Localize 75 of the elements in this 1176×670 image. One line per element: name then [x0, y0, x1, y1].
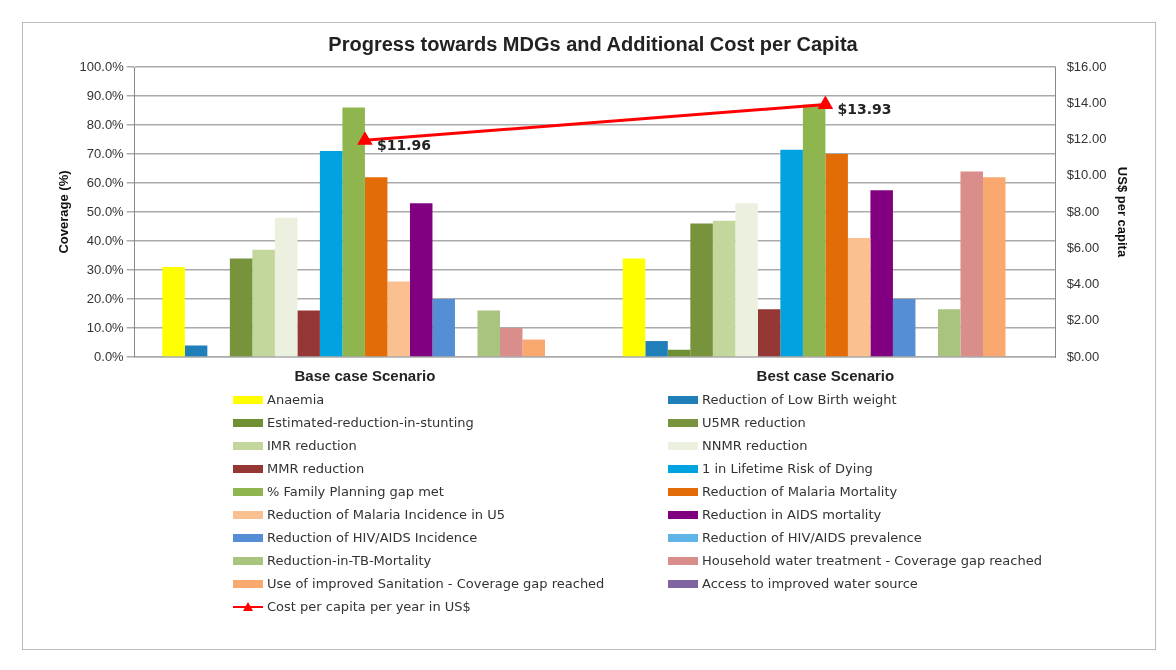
y-tick-label: 20.0%	[86, 290, 125, 306]
bar	[162, 267, 185, 357]
y-tick-label: 50.0%	[86, 203, 125, 219]
legend-label: U5MR reduction	[702, 415, 806, 430]
bar	[342, 107, 365, 357]
bar	[432, 299, 455, 357]
bar	[522, 339, 546, 357]
legend-label: % Family Planning gap met	[267, 484, 444, 499]
bar	[364, 177, 388, 357]
bar	[960, 171, 983, 357]
legend-label: Reduction of Malaria Mortality	[702, 484, 898, 499]
y2-tick-label: $2.00	[1066, 312, 1100, 328]
legend-label: Reduction in AIDS mortality	[702, 507, 882, 522]
legend-label: Reduction of HIV/AIDS Incidence	[267, 530, 478, 545]
y2-tick-label: $4.00	[1066, 276, 1100, 292]
legend-label: Access to improved water source	[702, 576, 918, 591]
y-axis-title: Coverage (%)	[56, 170, 72, 254]
bar	[847, 238, 871, 357]
y2-tick-label: $8.00	[1066, 203, 1100, 219]
legend-label: Household water treatment - Coverage gap reached	[702, 553, 1042, 568]
legend-label: IMR reduction	[267, 438, 357, 453]
legend-label: Estimated-reduction-in-stunting	[267, 415, 474, 430]
y-tick-label: 10.0%	[86, 319, 125, 335]
bar	[477, 310, 500, 357]
y-tick-label: 30.0%	[86, 261, 125, 277]
bar	[500, 328, 523, 357]
y-tick-label: 90.0%	[86, 87, 125, 103]
legend-label: 1 in Lifetime Risk of Dying	[702, 461, 873, 476]
bar	[252, 249, 275, 357]
legend-label: Reduction of HIV/AIDS prevalence	[702, 530, 922, 545]
x-tick-label: Base case Scenario	[294, 367, 436, 385]
y2-tick-label: $16.00	[1066, 58, 1107, 74]
y2-axis-title: US$ per capita	[1114, 166, 1130, 258]
legend-label: Anaemia	[267, 392, 325, 407]
x-tick-label: Best case Scenario	[756, 367, 895, 385]
legend-label: Reduction-in-TB-Mortality	[267, 553, 432, 568]
bar	[645, 341, 668, 357]
y-tick-label: 60.0%	[86, 174, 125, 190]
bar	[622, 258, 646, 357]
bar	[757, 309, 781, 357]
y2-tick-label: $10.00	[1066, 167, 1107, 183]
bar	[712, 220, 736, 357]
bar	[870, 190, 893, 357]
bar	[937, 309, 961, 357]
data-label: $11.96	[376, 136, 431, 153]
legend-label: NNMR reduction	[702, 438, 808, 453]
y-tick-label: 40.0%	[86, 232, 125, 248]
y2-tick-label: $14.00	[1066, 94, 1107, 110]
bar	[825, 154, 848, 357]
data-label: $13.93	[837, 101, 892, 118]
bar	[735, 203, 758, 357]
legend-label: Use of improved Sanitation - Coverage gap reached	[267, 576, 605, 591]
bar	[780, 149, 803, 357]
legend-label: MMR reduction	[267, 461, 365, 476]
bar	[297, 310, 320, 357]
legend-label: Reduction of Low Birth weight	[702, 392, 897, 407]
y-tick-label: 70.0%	[86, 145, 125, 161]
bar	[319, 151, 343, 357]
y-tick-label: 80.0%	[86, 116, 125, 132]
bar	[387, 281, 410, 357]
bar	[892, 299, 916, 357]
bar	[229, 258, 253, 357]
bar	[409, 203, 433, 357]
chart-title: Progress towards MDGs and Additional Cost per Capita	[328, 32, 859, 55]
legend-label: Cost per capita per year in US$	[267, 599, 471, 614]
bar	[982, 177, 1006, 357]
y2-tick-label: $0.00	[1066, 348, 1100, 364]
legend-label: Reduction of Malaria Incidence in U5	[267, 507, 505, 522]
y-tick-label: 100.0%	[79, 58, 125, 74]
y-tick-label: 0.0%	[94, 348, 125, 364]
bar	[802, 104, 826, 357]
y2-tick-label: $6.00	[1066, 239, 1100, 255]
y2-tick-label: $12.00	[1066, 131, 1107, 147]
bar	[274, 217, 298, 357]
bar	[184, 345, 208, 357]
